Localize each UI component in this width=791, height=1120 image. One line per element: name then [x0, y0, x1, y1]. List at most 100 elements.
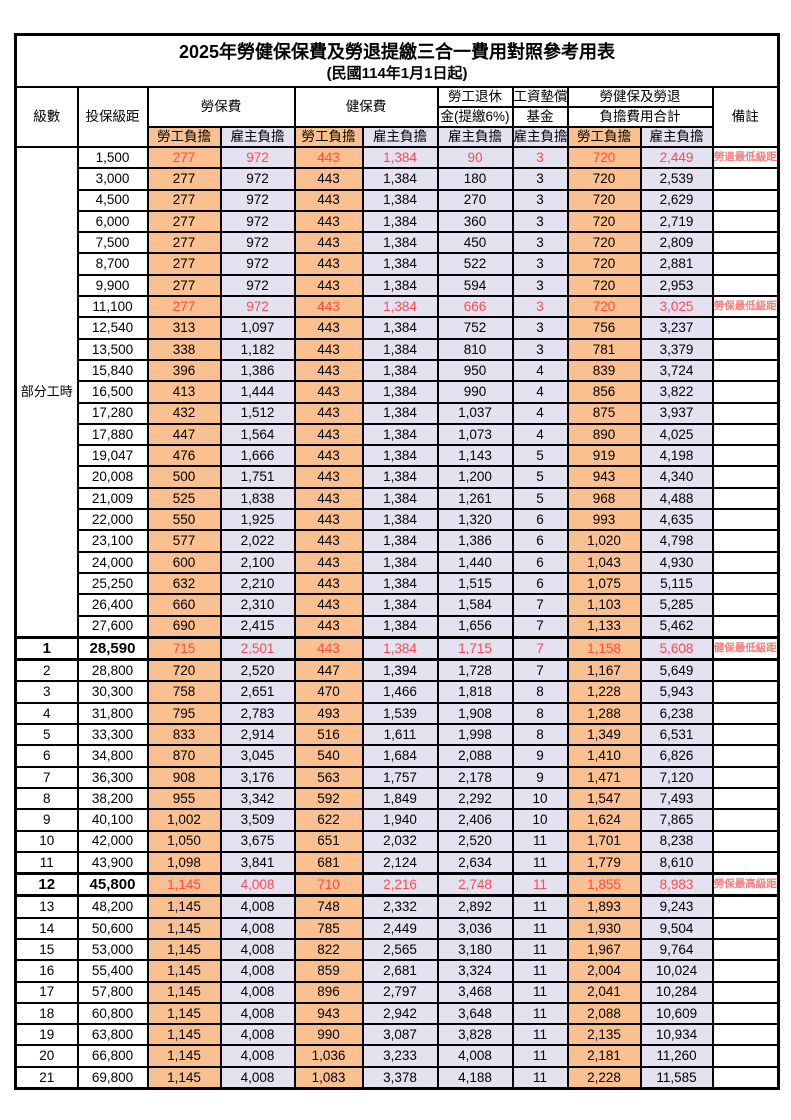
cell-total-employee: 2,181: [566, 1044, 642, 1068]
cell-total-employee: 1,855: [566, 872, 642, 898]
cell-pension-employer: 3,324: [436, 959, 514, 983]
cell-total-employer: 2,449: [639, 145, 714, 170]
cell-total-employee: 720: [566, 209, 642, 234]
cell-remark: [711, 316, 780, 340]
cell-health-employee: 443: [293, 358, 364, 383]
table-row: 13 48,200 1,145 4,008 748 2,332 2,892 11 1,893 9,…: [14, 894, 780, 919]
cell-health-employee: 443: [293, 508, 364, 532]
cell-salary-bracket: 31,800: [76, 701, 149, 726]
cell-labor-employer: 4,008: [219, 1023, 296, 1047]
cell-salary-bracket: 27,600: [76, 614, 149, 639]
cell-salary-bracket: 48,200: [76, 894, 149, 919]
cell-pension-employer: 3,036: [436, 916, 514, 940]
cell-remark: [711, 167, 780, 191]
cell-wage-fund-employer: 3: [511, 188, 569, 212]
cell-health-employee: 447: [293, 658, 364, 683]
cell-labor-employer: 3,675: [219, 829, 296, 853]
cell-labor-employer: 972: [219, 188, 296, 212]
cell-total-employee: 720: [566, 188, 642, 212]
header-row-3: 勞工負擔 雇主負擔 勞工負擔 雇主負擔 雇主負擔 雇主負擔 勞工負擔 雇主負擔: [16, 126, 779, 148]
cell-health-employee: 443: [293, 145, 364, 170]
cell-health-employer: 1,757: [361, 765, 439, 789]
cell-remark: 勞保最低級距: [711, 295, 780, 319]
cell-total-employer: 8,610: [639, 850, 714, 875]
cell-total-employee: 1,167: [566, 658, 642, 683]
cell-total-employer: 7,493: [639, 786, 714, 811]
cell-wage-fund-employer: 7: [511, 614, 569, 639]
cell-total-employee: 1,410: [566, 744, 642, 768]
cell-health-employee: 651: [293, 829, 364, 853]
cell-health-employer: 1,384: [361, 188, 439, 212]
cell-health-employer: 1,539: [361, 701, 439, 726]
cell-labor-employee: 955: [146, 786, 222, 811]
cell-labor-employer: 3,176: [219, 765, 296, 789]
table-row: 25,250 632 2,210 443 1,384 1,515 6 1,075 5,115: [16, 571, 780, 596]
cell-salary-bracket: 53,000: [76, 937, 149, 962]
cell-health-employee: 822: [293, 937, 364, 962]
cell-health-employee: 443: [293, 295, 364, 319]
cell-wage-fund-employer: 11: [511, 872, 569, 898]
table-row: 4,500 277 972 443 1,384 270 3 720 2,629: [16, 188, 780, 212]
cell-level: 17: [14, 980, 79, 1004]
cell-labor-employer: 2,914: [219, 723, 296, 747]
cell-pension-employer: 1,656: [436, 614, 514, 639]
cell-remark: [711, 658, 780, 683]
cell-health-employee: 443: [293, 529, 364, 553]
cell-salary-bracket: 8,700: [76, 252, 149, 276]
cell-wage-fund-employer: 11: [511, 916, 569, 940]
cell-remark: [711, 465, 780, 489]
cell-labor-employer: 1,182: [219, 337, 296, 361]
cell-total-employee: 856: [566, 380, 642, 404]
cell-labor-employer: 2,022: [219, 529, 296, 553]
cell-pension-employer: 4,008: [436, 1044, 514, 1068]
cell-total-employer: 3,937: [639, 401, 714, 425]
cell-labor-employee: 1,145: [146, 959, 222, 983]
cell-salary-bracket: 50,600: [76, 916, 149, 940]
header-level: 級數: [14, 86, 79, 148]
cell-total-employer: 10,934: [639, 1023, 714, 1047]
cell-pension-employer: 666: [436, 295, 514, 319]
cell-health-employer: 1,466: [361, 680, 439, 704]
cell-health-employee: 785: [293, 916, 364, 940]
cell-wage-fund-employer: 9: [511, 744, 569, 768]
cell-total-employer: 10,284: [639, 980, 714, 1004]
cell-salary-bracket: 23,100: [76, 529, 149, 553]
cell-health-employee: 443: [293, 380, 364, 404]
cell-total-employer: 4,025: [639, 422, 714, 447]
cell-remark: [711, 894, 780, 919]
cell-total-employer: 4,198: [639, 444, 714, 468]
table-row: 24,000 600 2,100 443 1,384 1,440 6 1,043 4,930: [16, 550, 780, 574]
cell-salary-bracket: 36,300: [76, 765, 149, 789]
cell-health-employer: 2,216: [361, 872, 439, 898]
cell-health-employee: 470: [293, 680, 364, 704]
cell-remark: 勞退最低級距: [711, 145, 780, 170]
cell-remark: [711, 231, 780, 255]
cell-labor-employee: 720: [146, 658, 222, 683]
header-total-employer: 雇主負擔: [639, 126, 714, 148]
cell-health-employer: 3,087: [361, 1023, 439, 1047]
cell-remark: 勞保最高級距: [711, 872, 780, 898]
cell-remark: [711, 959, 780, 983]
cell-health-employee: 443: [293, 550, 364, 574]
cell-total-employee: 720: [566, 167, 642, 191]
cell-remark: [711, 508, 780, 532]
cell-remark: [711, 337, 780, 361]
cell-salary-bracket: 28,590: [76, 635, 149, 662]
cell-labor-employee: 432: [146, 401, 222, 425]
cell-health-employee: 622: [293, 808, 364, 832]
cell-wage-fund-employer: 4: [511, 358, 569, 383]
cell-health-employee: 681: [293, 850, 364, 875]
table-row: 23,100 577 2,022 443 1,384 1,386 6 1,020 4,798: [16, 529, 780, 553]
cell-wage-fund-employer: 6: [511, 529, 569, 553]
cell-pension-employer: 2,178: [436, 765, 514, 789]
cell-labor-employee: 277: [146, 273, 222, 298]
cell-salary-bracket: 40,100: [76, 808, 149, 832]
cell-salary-bracket: 69,800: [76, 1065, 149, 1090]
cell-labor-employer: 1,838: [219, 486, 296, 511]
cell-total-employer: 5,608: [639, 635, 714, 662]
cell-wage-fund-employer: 11: [511, 1023, 569, 1047]
cell-health-employee: 443: [293, 252, 364, 276]
cell-labor-employee: 313: [146, 316, 222, 340]
cell-health-employee: 516: [293, 723, 364, 747]
cell-total-employer: 9,243: [639, 894, 714, 919]
